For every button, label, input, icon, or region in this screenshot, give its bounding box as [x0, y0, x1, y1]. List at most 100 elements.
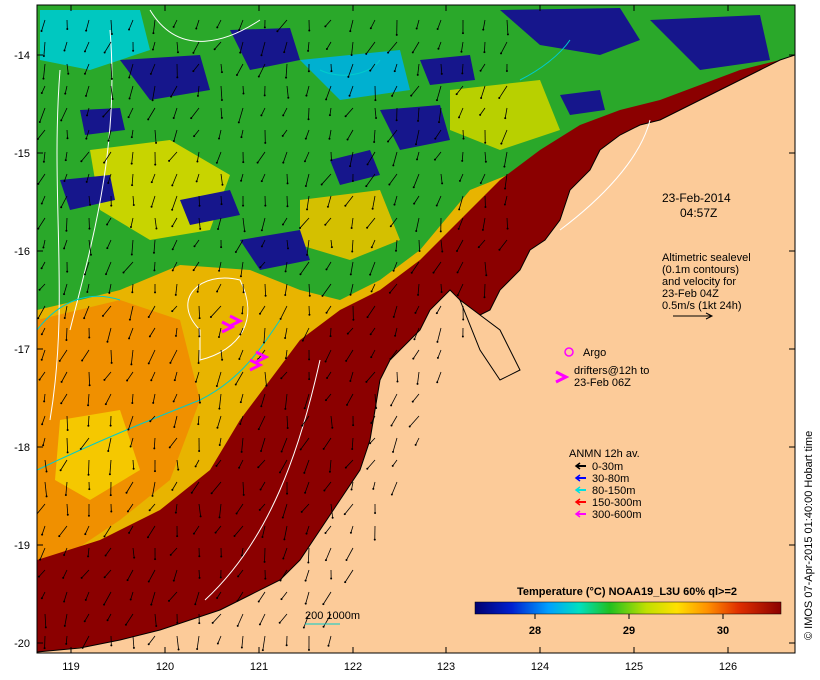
- velocity-vector-head: [198, 317, 201, 320]
- velocity-vector-head: [483, 296, 486, 299]
- velocity-vector-head: [103, 576, 106, 579]
- drifter-marker: [229, 314, 244, 328]
- altimetry-line: 23-Feb 04Z: [662, 288, 719, 300]
- velocity-vector: [176, 41, 179, 53]
- warm-patch: [55, 410, 140, 500]
- velocity-vector: [154, 217, 157, 229]
- velocity-vector: [504, 195, 508, 205]
- velocity-vector: [413, 173, 420, 188]
- velocity-vector: [369, 437, 376, 444]
- velocity-vector-head: [413, 338, 416, 341]
- velocity-vector-head: [63, 624, 66, 627]
- velocity-vector: [196, 173, 200, 182]
- velocity-vector-head: [260, 449, 263, 452]
- velocity-vector: [305, 173, 310, 187]
- velocity-vector-head: [110, 644, 113, 647]
- velocity-vector-head: [303, 160, 306, 163]
- velocity-vector-head: [320, 183, 323, 186]
- velocity-vector: [241, 305, 244, 314]
- velocity-vector-head: [198, 555, 201, 558]
- velocity-vector: [37, 217, 46, 229]
- velocity-vector: [128, 415, 134, 430]
- velocity-vector: [216, 151, 222, 163]
- velocity-vector: [82, 635, 90, 649]
- velocity-vector: [374, 107, 377, 119]
- velocity-vector-head: [322, 603, 325, 606]
- velocity-vector: [456, 85, 464, 95]
- colorbar-tick-label: 29: [623, 625, 635, 637]
- velocity-vector-head: [373, 538, 376, 541]
- velocity-vector: [107, 327, 112, 342]
- velocity-vector: [281, 437, 288, 452]
- velocity-vector-head: [485, 274, 488, 277]
- anmn-legend-arrowhead: [574, 510, 581, 518]
- velocity-vector-head: [168, 446, 171, 449]
- velocity-vector-head: [461, 72, 464, 75]
- velocity-vector-head: [220, 203, 223, 206]
- velocity-vector: [328, 635, 332, 646]
- velocity-vector-head: [103, 535, 106, 538]
- velocity-vector: [63, 591, 68, 602]
- velocity-vector-head: [147, 580, 150, 583]
- velocity-vector-head: [261, 649, 264, 652]
- velocity-vector: [349, 85, 354, 96]
- velocity-vector-head: [308, 378, 311, 381]
- velocity-vector-head: [506, 227, 509, 230]
- velocity-vector: [147, 107, 156, 120]
- velocity-vector: [304, 393, 310, 409]
- argo-legend: Argo: [564, 347, 606, 359]
- velocity-vector-head: [282, 161, 285, 164]
- velocity-vector-head: [344, 115, 347, 118]
- altimetry-line: and velocity for: [662, 276, 736, 288]
- velocity-vector: [325, 19, 332, 27]
- velocity-vector: [434, 129, 442, 139]
- velocity-vector: [197, 415, 200, 425]
- velocity-vector: [39, 371, 46, 380]
- velocity-vector-head: [106, 247, 109, 250]
- velocity-vector: [349, 371, 354, 382]
- velocity-vector: [106, 239, 112, 249]
- velocity-vector: [299, 217, 310, 229]
- velocity-vector-head: [326, 205, 329, 208]
- velocity-vector-head: [103, 378, 106, 381]
- velocity-vector: [330, 239, 333, 248]
- velocity-vector: [440, 173, 443, 184]
- velocity-vector-head: [396, 380, 399, 383]
- velocity-vector: [437, 327, 442, 343]
- velocity-vector: [237, 613, 244, 627]
- velocity-vector-head: [154, 163, 157, 166]
- velocity-vector-head: [484, 141, 487, 144]
- velocity-vector: [220, 195, 222, 205]
- velocity-vector: [459, 173, 464, 182]
- velocity-vector: [458, 195, 464, 210]
- velocity-vector-head: [455, 93, 458, 96]
- velocity-vector-head: [234, 250, 237, 253]
- velocity-vector: [39, 547, 46, 560]
- velocity-vector: [326, 41, 332, 50]
- velocity-vector-head: [106, 340, 109, 343]
- velocity-vector: [416, 19, 420, 29]
- velocity-vector-head: [239, 51, 242, 54]
- velocity-vector: [412, 393, 420, 402]
- velocity-vector: [44, 613, 47, 628]
- velocity-vector: [198, 217, 201, 229]
- velocity-vector-head: [44, 626, 47, 629]
- velocity-vector-head: [220, 116, 223, 119]
- velocity-vector-head: [411, 51, 414, 54]
- velocity-vector: [81, 349, 90, 361]
- velocity-vector-head: [307, 70, 310, 73]
- x-tick-label: 119: [62, 661, 80, 673]
- velocity-vector: [132, 459, 135, 469]
- velocity-vector: [176, 635, 179, 650]
- velocity-vector-head: [128, 28, 131, 31]
- velocity-vector: [306, 85, 310, 96]
- velocity-vector-head: [387, 51, 390, 54]
- velocity-vector: [347, 327, 354, 334]
- velocity-vector-head: [237, 575, 240, 578]
- velocity-vector-head: [169, 361, 172, 364]
- velocity-vector: [41, 327, 46, 335]
- velocity-vector-head: [349, 165, 352, 168]
- velocity-vector-head: [240, 450, 243, 453]
- x-tick-label: 121: [250, 661, 268, 673]
- velocity-vector: [279, 613, 288, 623]
